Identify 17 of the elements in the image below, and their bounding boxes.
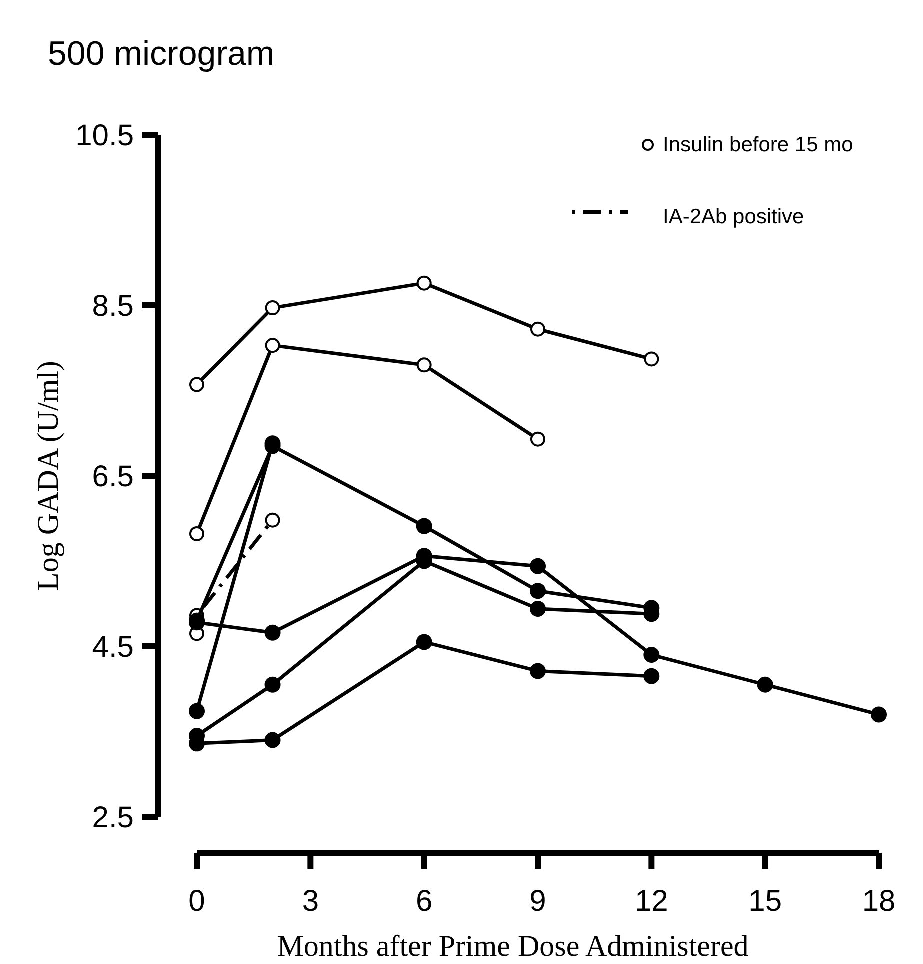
x-tick-label: 18 xyxy=(862,885,896,918)
x-tick-label: 9 xyxy=(530,885,546,918)
x-tick-label: 6 xyxy=(416,885,433,918)
chart-title: 500 microgram xyxy=(48,35,275,73)
y-tick-label: 2.5 xyxy=(92,802,134,834)
x-tick-label: 3 xyxy=(302,885,320,918)
x-axis-title: Months after Prime Dose Administered xyxy=(277,930,749,963)
legend-label: IA-2Ab positive xyxy=(663,205,804,228)
y-axis-title: Log GADA (U/ml) xyxy=(32,361,65,591)
y-tick-label: 8.5 xyxy=(92,290,134,323)
x-tick-label: 15 xyxy=(748,885,782,918)
y-tick-label: 4.5 xyxy=(92,631,134,664)
y-tick-label: 6.5 xyxy=(92,460,134,494)
legend-label: Insulin before 15 mo xyxy=(663,133,854,156)
y-tick-label: 10.5 xyxy=(76,120,134,152)
x-tick-label: 12 xyxy=(634,885,668,918)
x-tick-label: 0 xyxy=(188,885,206,918)
